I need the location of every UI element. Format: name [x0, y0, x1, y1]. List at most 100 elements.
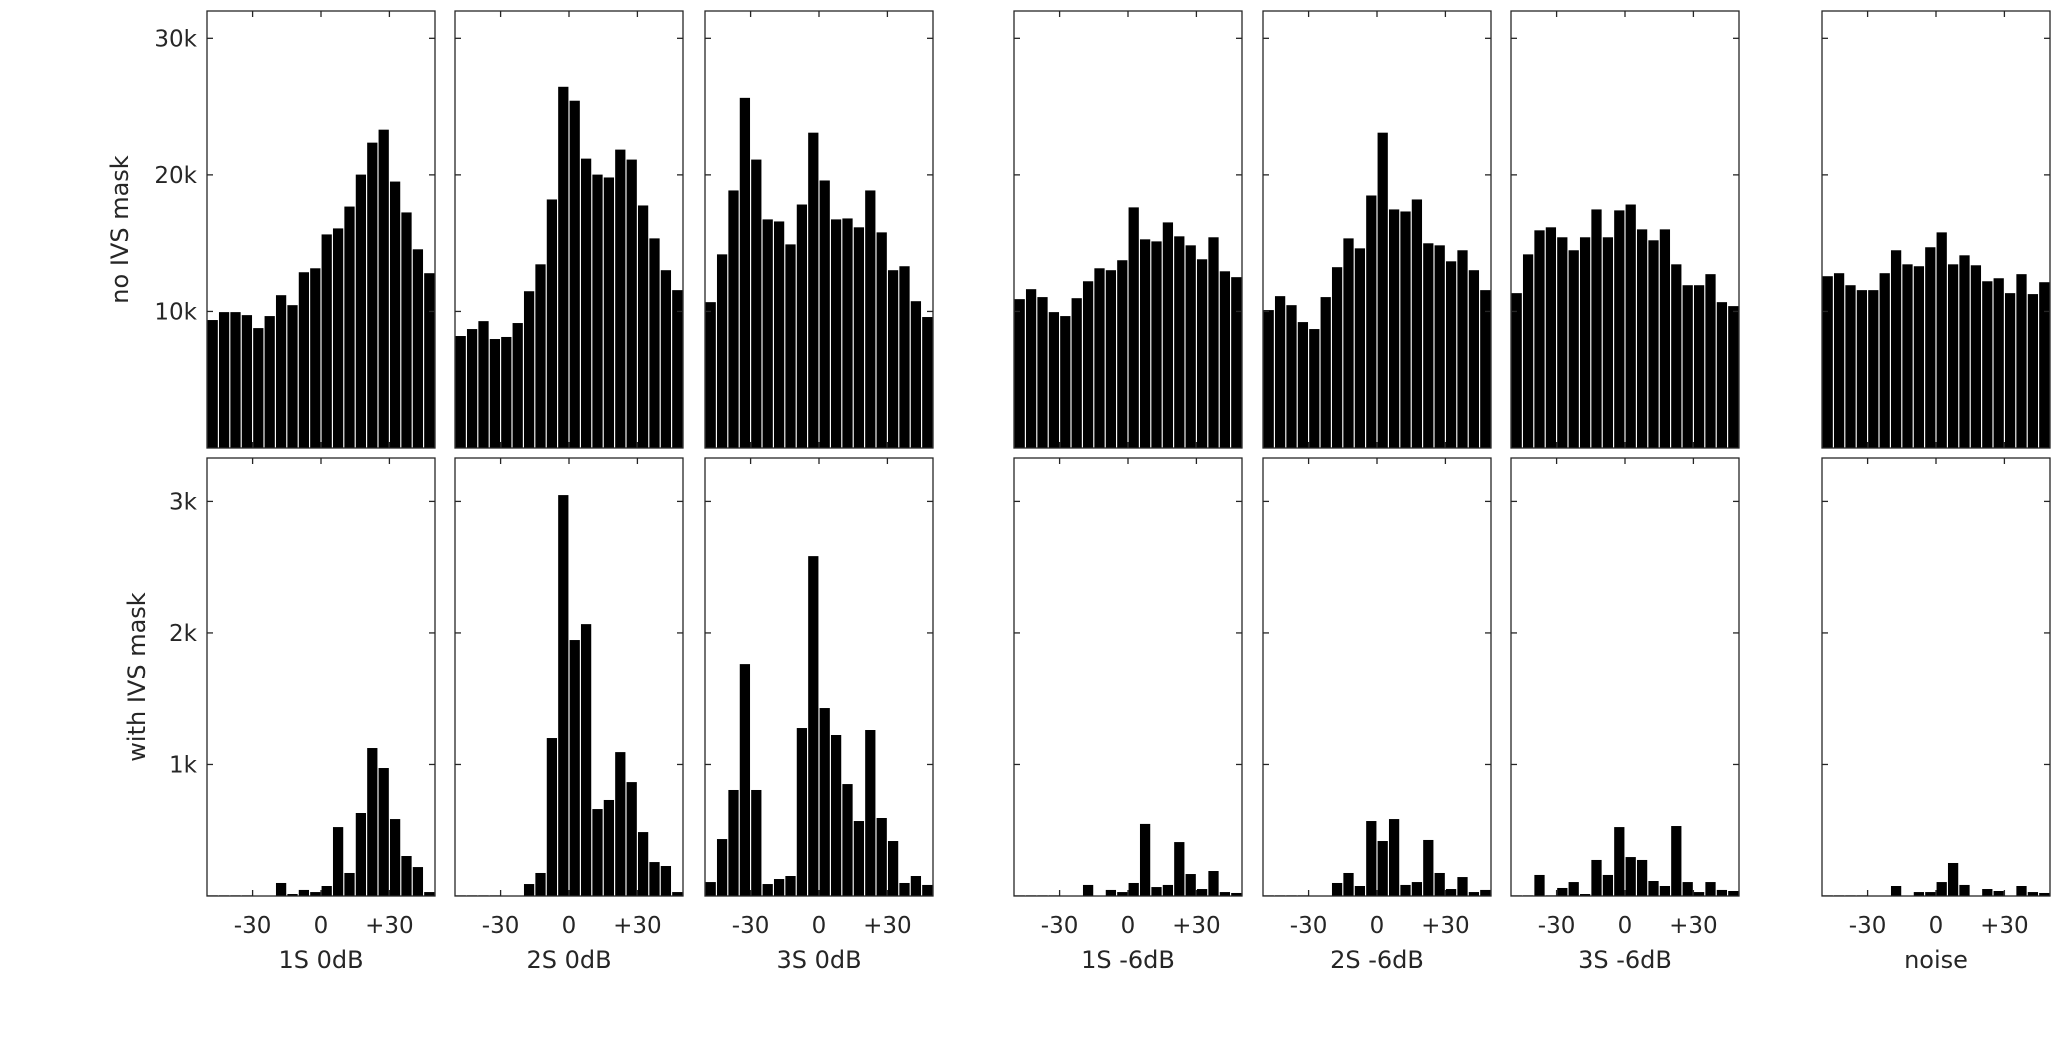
histogram-bar [637, 205, 649, 448]
histogram-bar [1591, 859, 1602, 896]
histogram-bar [2027, 892, 2039, 896]
histogram-bar [796, 728, 808, 896]
histogram-bar [876, 818, 887, 896]
histogram-bar [298, 272, 310, 448]
histogram-bar [1890, 250, 1902, 448]
histogram-bar [808, 132, 819, 448]
histogram-bar [1925, 892, 1936, 896]
histogram-bar [1231, 892, 1242, 896]
histogram-bar [1219, 271, 1231, 448]
axes-box [1510, 457, 1740, 897]
xtick-label: 0 [1370, 913, 1385, 939]
histogram-bar [1579, 894, 1591, 896]
histogram-bar [1014, 299, 1025, 448]
histogram-bar [287, 305, 298, 448]
axes-box [1821, 10, 2051, 449]
histogram-bar [716, 839, 728, 896]
ytick-label: 10k [154, 299, 197, 325]
histogram-bar [558, 495, 569, 896]
panel-no-mask-7 [1821, 10, 2051, 449]
histogram-bar [1411, 882, 1423, 896]
histogram-bar [1048, 312, 1060, 448]
histogram-bar [1659, 229, 1671, 448]
histogram-bar [1671, 826, 1682, 896]
histogram-bar [1185, 245, 1196, 448]
histogram-bar [1545, 227, 1557, 448]
histogram-bar [321, 886, 332, 896]
histogram-bar [344, 872, 355, 896]
histogram-bar [603, 799, 615, 896]
panel-no-mask-4 [1013, 10, 1243, 449]
xtick-label: 0 [1929, 913, 1944, 939]
histogram-bar [1082, 281, 1094, 448]
row-ylabel: no IVS mask [106, 155, 134, 303]
histogram-bar [808, 556, 819, 896]
histogram-bar [1591, 209, 1602, 448]
histogram-bar [569, 100, 580, 449]
xtick-label: -30 [1849, 913, 1887, 939]
histogram-bar [424, 892, 435, 896]
histogram-bar [1902, 264, 1913, 448]
histogram-bar [796, 204, 808, 448]
histogram-bar [1568, 882, 1579, 896]
histogram-bar [321, 234, 332, 448]
histogram-bar [819, 180, 830, 448]
histogram-bar [207, 320, 218, 448]
histogram-bar [264, 316, 275, 448]
histogram-bar [1309, 329, 1320, 448]
histogram-bar [1480, 889, 1491, 896]
histogram-bar [1434, 245, 1445, 448]
histogram-bar [489, 339, 501, 448]
panel-xlabel: 1S 0dB [278, 946, 363, 974]
xtick-label: +30 [365, 913, 414, 939]
histogram-bar [716, 254, 728, 448]
histogram-bar [332, 827, 344, 896]
histogram-bar [1557, 237, 1568, 448]
histogram-bar [401, 856, 412, 896]
panel-xlabel: 1S -6dB [1081, 946, 1175, 974]
xtick-label: +30 [613, 913, 662, 939]
histogram-bar [1231, 277, 1242, 448]
row-ylabel: with IVS mask [123, 592, 151, 761]
histogram-bar [1913, 266, 1925, 448]
histogram-bar [1162, 884, 1174, 896]
histogram-bar [1480, 290, 1491, 448]
histogram-bar [389, 181, 401, 448]
axes-box [454, 10, 684, 449]
histogram-bar [899, 882, 910, 896]
histogram-bar [1557, 887, 1568, 896]
histogram-bar [1568, 250, 1579, 448]
histogram-bar [230, 312, 241, 448]
histogram-bar [1457, 877, 1468, 896]
histogram-bar [1219, 892, 1231, 896]
histogram-bar [535, 872, 546, 896]
histogram-bar [1868, 290, 1879, 448]
histogram-bar [1174, 236, 1185, 448]
histogram-bar [1511, 293, 1522, 448]
histogram-bar [842, 218, 853, 448]
histogram-bar [672, 892, 683, 896]
histogram-bar [887, 841, 899, 896]
histogram-bar [1728, 306, 1739, 448]
histogram-bar [1602, 874, 1614, 896]
histogram-bar [355, 174, 367, 448]
histogram-bar [773, 879, 785, 896]
xtick-label: -30 [482, 913, 520, 939]
histogram-bar [455, 336, 466, 448]
histogram-bar [1196, 889, 1208, 896]
histogram-bar [546, 738, 558, 896]
histogram-bar [1728, 891, 1739, 896]
panel-xlabel: 2S -6dB [1330, 946, 1424, 974]
xtick-label: -30 [1041, 913, 1079, 939]
histogram-bar [478, 321, 489, 448]
axes-box [704, 457, 934, 897]
histogram-bar [1151, 887, 1162, 896]
histogram-bar [739, 664, 751, 896]
histogram-bar [1879, 273, 1890, 448]
histogram-bar [615, 752, 626, 896]
histogram-bar [728, 190, 739, 449]
histogram-bar [1625, 857, 1636, 896]
histogram-bar [1716, 302, 1728, 448]
histogram-bar [1411, 199, 1423, 448]
histogram-bar [1354, 248, 1366, 448]
